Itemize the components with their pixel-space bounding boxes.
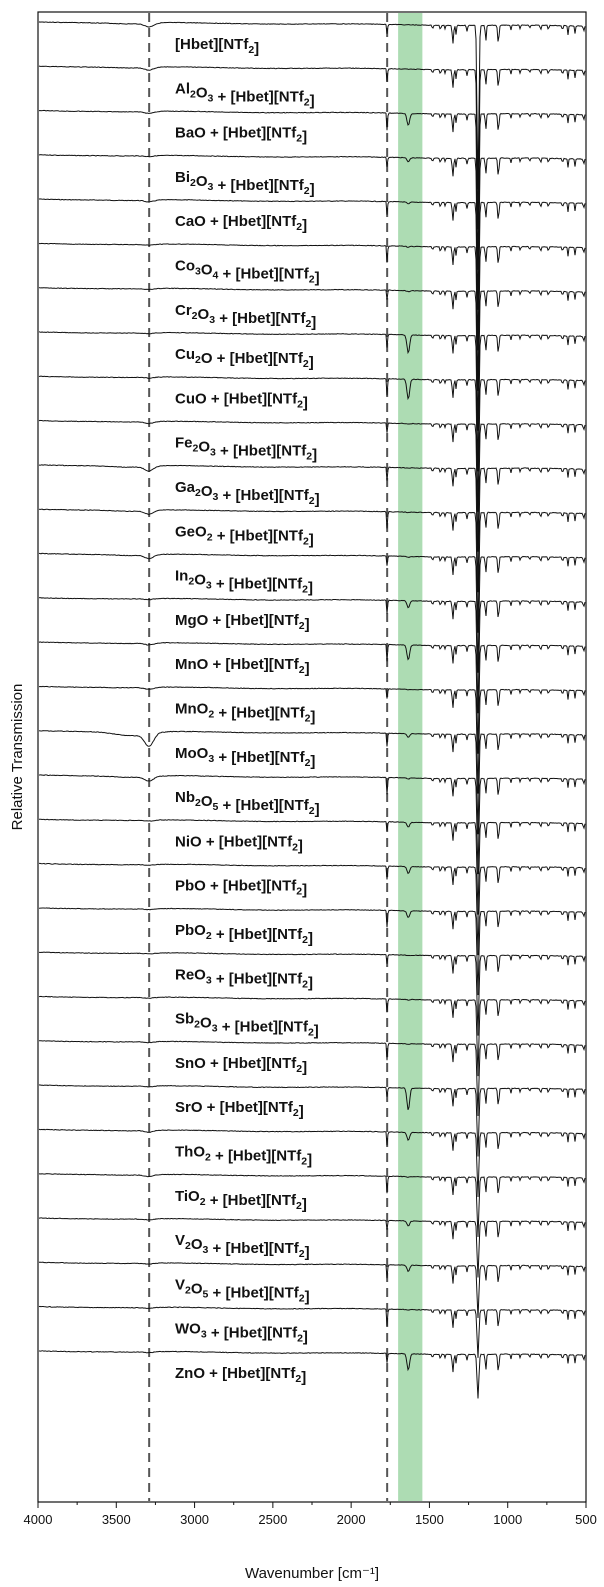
spectrum-line-26 [38, 1173, 586, 1237]
x-tick-label-3: 2500 [258, 1512, 287, 1527]
series-label-22: Sb2O3 + [Hbet][NTf2] [175, 1011, 319, 1040]
spectra-layer [38, 21, 586, 1399]
spectrum-line-13 [38, 597, 586, 714]
series-label-11: GeO2 + [Hbet][NTf2] [175, 523, 314, 548]
series-label-14: MnO + [Hbet][NTf2] [175, 656, 310, 677]
spectrum-line-18 [38, 818, 586, 915]
spectrum-line-2 [38, 109, 586, 270]
spectrum-line-19 [38, 862, 586, 956]
series-label-16: MoO3 + [Hbet][NTf2] [175, 745, 315, 770]
highlight-band-layer [398, 13, 423, 1501]
spectrum-line-5 [38, 242, 586, 391]
spectrum-line-9 [38, 419, 586, 552]
series-label-28: V2O5 + [Hbet][NTf2] [175, 1276, 310, 1305]
x-tick-label-1: 3500 [102, 1512, 131, 1527]
series-label-0: [Hbet][NTf2] [175, 36, 259, 57]
series-label-25: ThO2 + [Hbet][NTf2] [175, 1144, 312, 1169]
spectrum-line-21 [38, 951, 586, 1036]
series-label-5: Co3O4 + [Hbet][NTf2] [175, 258, 320, 287]
spectrum-line-3 [38, 154, 586, 310]
spectrum-line-30 [38, 1350, 586, 1399]
spectrum-line-0 [38, 21, 586, 190]
x-tick-label-2: 3000 [180, 1512, 209, 1527]
spectrum-line-29 [38, 1305, 586, 1358]
series-labels-layer: [Hbet][NTf2] Al2O3 + [Hbet][NTf2] BaO + [H… [175, 36, 320, 1386]
y-axis-title: Relative Transmission [9, 684, 26, 831]
series-label-2: BaO + [Hbet][NTf2] [175, 125, 307, 146]
series-label-29: WO3 + [Hbet][NTf2] [175, 1321, 308, 1346]
axis-layer: 4000 3500 3000 2500 2000 1500 1000 500 Wavenumbe… [9, 11, 597, 1582]
spectrum-line-27 [38, 1217, 586, 1278]
series-label-3: Bi2O3 + [Hbet][NTf2] [175, 169, 315, 198]
x-tick-label-5: 1500 [415, 1512, 444, 1527]
series-label-18: NiO + [Hbet][NTf2] [175, 833, 303, 854]
spectrum-line-20 [38, 907, 586, 996]
x-axis-title: Wavenumber [cm⁻¹] [245, 1565, 379, 1582]
spectrum-line-11 [38, 508, 586, 633]
series-label-21: ReO3 + [Hbet][NTf2] [175, 966, 313, 991]
series-label-23: SnO + [Hbet][NTf2] [175, 1055, 307, 1076]
series-label-20: PbO2 + [Hbet][NTf2] [175, 922, 313, 947]
series-label-15: MnO2 + [Hbet][NTf2] [175, 701, 315, 726]
spectrum-line-28 [38, 1261, 586, 1319]
spectrum-line-1 [38, 65, 586, 230]
spectrum-line-24 [38, 1084, 586, 1157]
series-label-8: CuO + [Hbet][NTf2] [175, 390, 308, 411]
spectrum-line-8 [38, 375, 586, 512]
series-label-1: Al2O3 + [Hbet][NTf2] [175, 80, 315, 109]
x-tick-label-0: 4000 [24, 1512, 53, 1527]
series-label-7: Cu2O + [Hbet][NTf2] [175, 346, 314, 371]
spectrum-line-12 [38, 552, 586, 673]
highlight-band [398, 13, 423, 1501]
spectrum-line-25 [38, 1128, 586, 1198]
series-label-9: Fe2O3 + [Hbet][NTf2] [175, 435, 317, 464]
spectrum-line-6 [38, 287, 586, 431]
series-label-30: ZnO + [Hbet][NTf2] [175, 1365, 306, 1386]
series-label-27: V2O3 + [Hbet][NTf2] [175, 1232, 310, 1261]
series-label-17: Nb2O5 + [Hbet][NTf2] [175, 789, 320, 818]
spectrum-line-10 [38, 464, 586, 593]
series-label-6: Cr2O3 + [Hbet][NTf2] [175, 302, 316, 331]
series-label-19: PbO + [Hbet][NTf2] [175, 878, 307, 899]
spectrum-line-4 [38, 198, 586, 351]
series-label-4: CaO + [Hbet][NTf2] [175, 213, 307, 234]
spectrum-line-14 [38, 641, 586, 754]
series-label-12: In2O3 + [Hbet][NTf2] [175, 568, 313, 597]
spectrum-line-17 [38, 774, 586, 875]
series-label-10: Ga2O3 + [Hbet][NTf2] [175, 479, 320, 508]
spectrum-line-23 [38, 1040, 586, 1117]
series-label-26: TiO2 + [Hbet][NTf2] [175, 1188, 307, 1213]
x-tick-label-7: 500 [575, 1512, 597, 1527]
spectrum-line-22 [38, 995, 586, 1077]
spectrum-line-7 [38, 331, 586, 472]
series-label-24: SrO + [Hbet][NTf2] [175, 1099, 304, 1120]
x-tick-label-4: 2000 [337, 1512, 366, 1527]
series-label-13: MgO + [Hbet][NTf2] [175, 612, 310, 633]
spectrum-line-16 [38, 730, 586, 835]
x-tick-label-6: 1000 [493, 1512, 522, 1527]
spectrum-line-15 [38, 685, 586, 794]
